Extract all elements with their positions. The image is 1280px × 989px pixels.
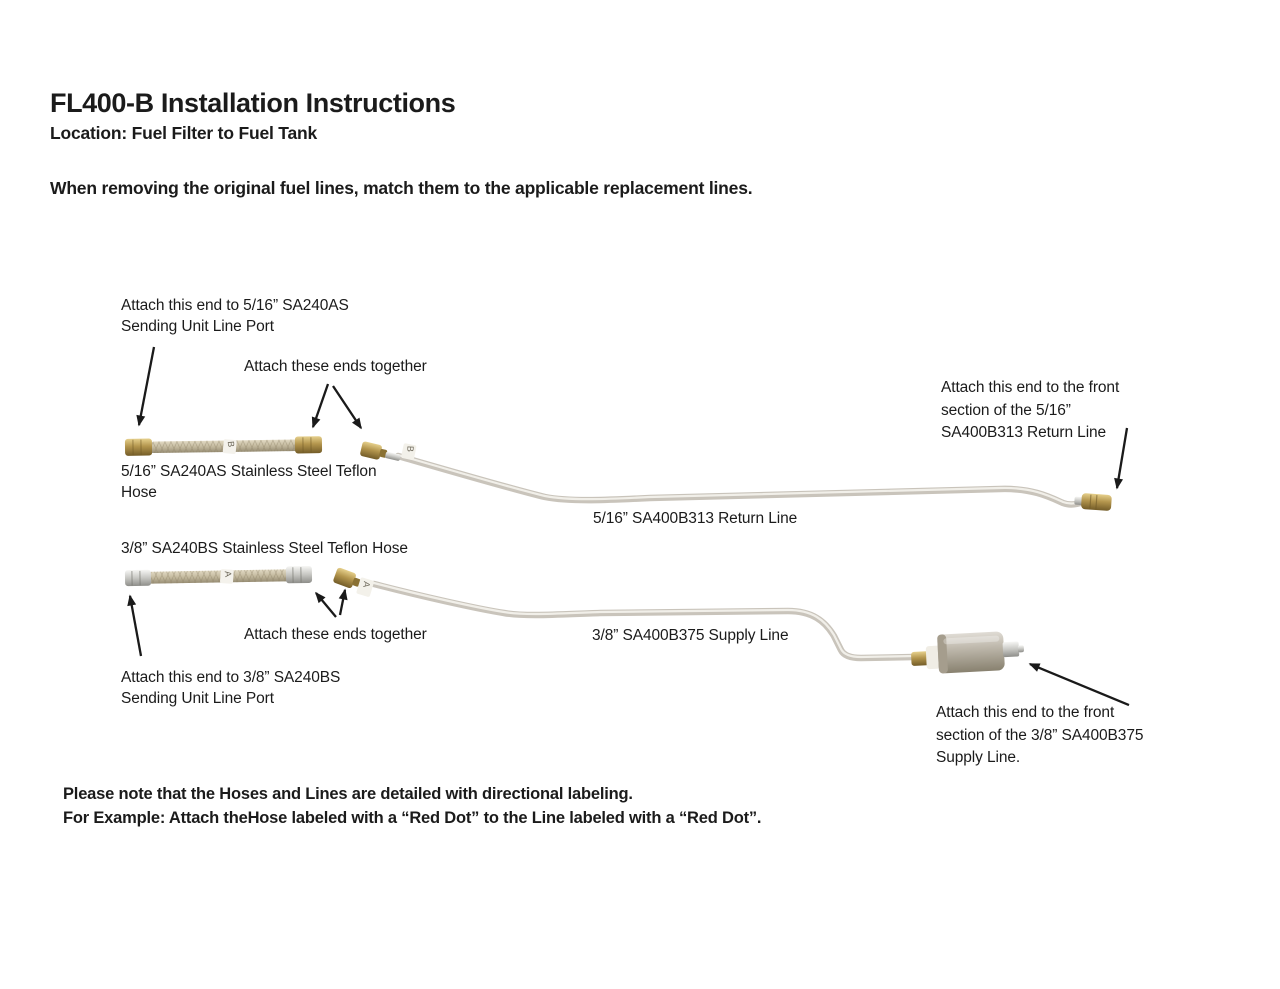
arrow-supply-ends-together-left (315, 591, 337, 618)
intro-line: When removing the original fuel lines, m… (50, 178, 753, 198)
arrow-supply-ends-together-right (338, 588, 348, 616)
hose-steel-nut-right (285, 565, 313, 584)
hose-brass-nut-left (124, 438, 153, 456)
hose-brass-nut-right (294, 436, 323, 454)
arrow-supply-sending-unit (127, 594, 143, 657)
braid-texture (149, 569, 289, 584)
callout-supply-sending-unit: Attach this end to 3/8” SA240BS Sending … (121, 669, 341, 707)
filter-left-cap (937, 634, 948, 674)
return-hose-marking-band: B (222, 439, 237, 454)
supply-hose-marking-band: A (220, 569, 234, 584)
filter-body (937, 631, 1005, 674)
supply-teflon-hose: A (124, 565, 313, 587)
return-line-label: 5/16” SA400B313 Return Line (593, 510, 798, 527)
footer-note-line2: For Example: Attach theHose labeled with… (63, 808, 762, 827)
callout-return-front-section: Attach this end to the front section of … (941, 379, 1120, 441)
return-hose-label: 5/16” SA240AS Stainless Steel Teflon Hos… (121, 463, 377, 501)
callout-supply-ends-together: Attach these ends together (244, 626, 427, 643)
arrow-return-ends-together-left (311, 383, 330, 429)
return-hose-marking: B (226, 441, 236, 448)
page-title: FL400-B Installation Instructions (50, 88, 456, 119)
supply-hose-label: 3/8” SA240BS Stainless Steel Teflon Hose (121, 540, 408, 557)
callout-return-ends-together: Attach these ends together (244, 358, 427, 375)
filter-brass-fitting (911, 651, 930, 666)
hose-steel-nut-left (124, 569, 152, 587)
return-line-tube (394, 452, 1087, 508)
arrow-supply-front-section (1028, 662, 1130, 707)
callout-return-sending-unit: Attach this end to 5/16” SA240AS Sending… (121, 297, 349, 335)
filter-outlet-nut (1002, 641, 1020, 658)
supply-line-front-fitting (333, 567, 361, 589)
return-line-end-fitting (1074, 493, 1112, 511)
filter-outlet-stub (1017, 645, 1024, 653)
arrow-return-ends-together-right (332, 385, 362, 430)
arrow-return-front-section (1114, 427, 1129, 490)
footer-note: Please note that the Hoses and Lines are… (63, 783, 762, 830)
return-line-marking-band: B (401, 443, 417, 461)
fuel-filter (911, 631, 1024, 674)
footer-note-line1: Please note that the Hoses and Lines are… (63, 785, 633, 803)
supply-line-marking: A (361, 581, 372, 588)
supply-line-tube (370, 580, 918, 662)
arrow-return-sending-unit (136, 346, 156, 427)
return-line-front-fitting (360, 441, 401, 461)
supply-line-label: 3/8” SA400B375 Supply Line (592, 627, 789, 644)
location-line: Location: Fuel Filter to Fuel Tank (50, 123, 318, 143)
callout-supply-front-section: Attach this end to the front section of … (936, 704, 1144, 766)
callout-arrows (127, 346, 1130, 707)
filter-collar (925, 645, 942, 670)
supply-hose-marking: A (223, 570, 234, 577)
return-line-marking: B (405, 446, 415, 452)
return-teflon-hose: B (124, 436, 323, 456)
supply-line-marking-band: A (356, 577, 374, 597)
